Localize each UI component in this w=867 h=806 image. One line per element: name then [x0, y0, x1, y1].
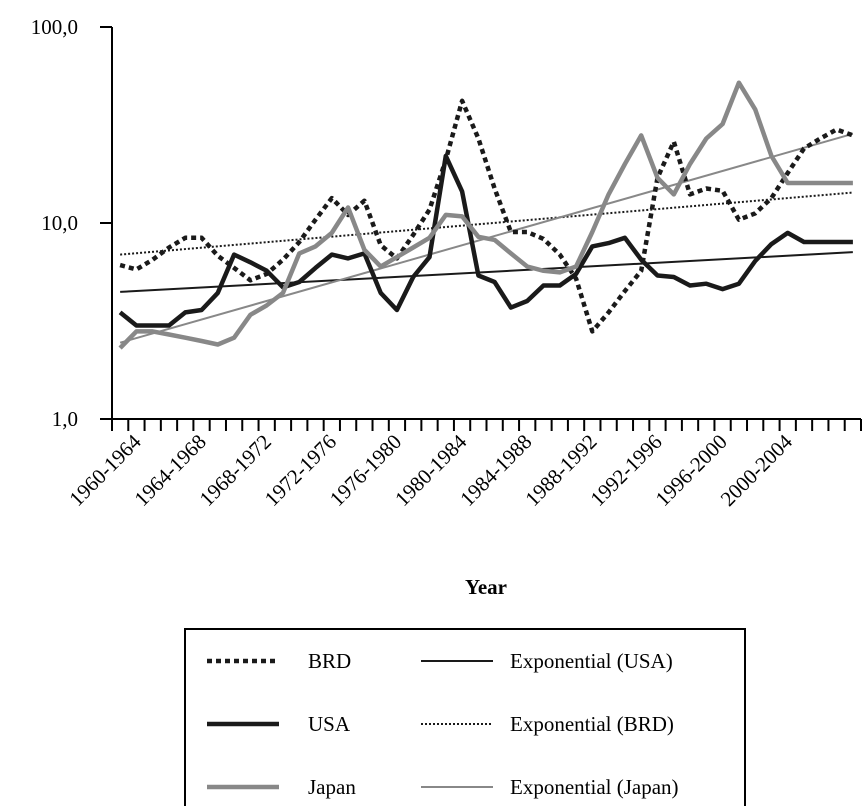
legend-label-exponential-japan: Exponential (Japan): [510, 775, 679, 799]
legend-label-exponential-usa: Exponential (USA): [510, 649, 673, 673]
series-line-japan: [118, 80, 853, 350]
trend-line-exponential-usa: [120, 251, 853, 293]
legend-label-japan: Japan: [308, 775, 356, 799]
y-tick-label: 1,0: [52, 407, 78, 431]
series-line-usa: [118, 153, 853, 328]
y-tick-label: 100,0: [31, 15, 78, 39]
legend-label-exponential-brd: Exponential (BRD): [510, 712, 674, 736]
trend-line-exponential-brd: [120, 191, 853, 256]
legend-box: [184, 628, 746, 806]
y-tick-label: 10,0: [41, 211, 78, 235]
legend: BRD Exponential (USA) USA Exponential (BRD)…: [184, 628, 746, 806]
legend-label-brd: BRD: [308, 649, 351, 673]
legend-label-usa: USA: [308, 712, 351, 736]
plot-area: [118, 80, 854, 350]
x-tick-label: 2000-2004: [716, 429, 798, 511]
x-axis-title: Year: [465, 575, 507, 599]
series-line-brd: [119, 98, 854, 334]
